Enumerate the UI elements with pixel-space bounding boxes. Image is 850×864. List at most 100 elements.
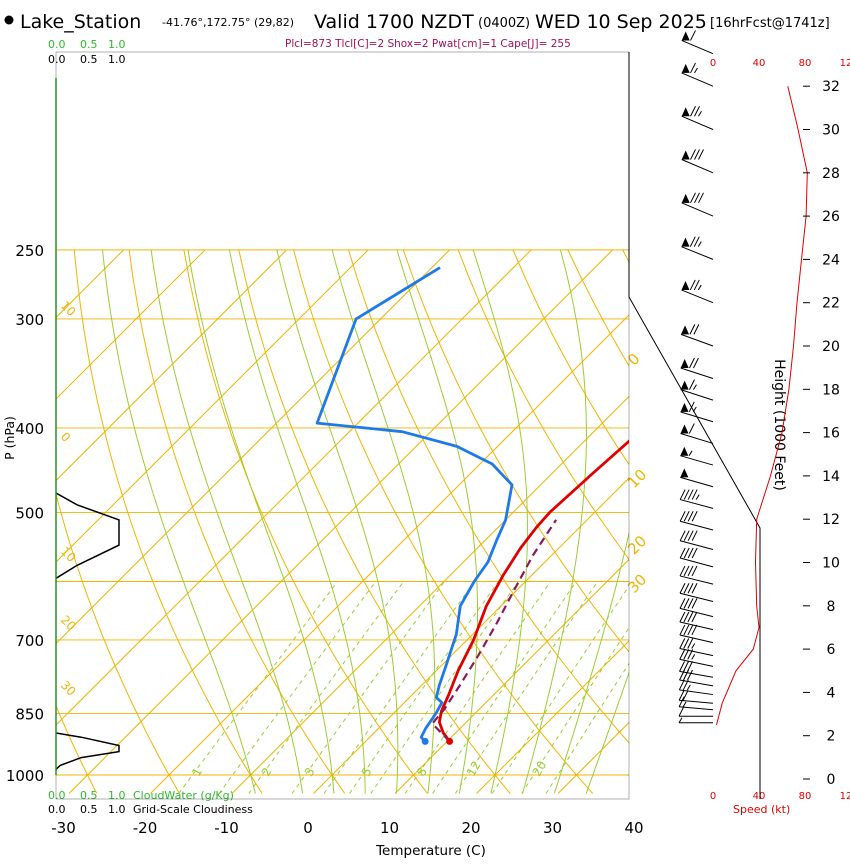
wind-barb-full [693, 279, 700, 291]
wind-barb-half [693, 384, 697, 390]
cloudwater-tick-bottom: 0.0 [48, 789, 66, 802]
dewpoint-surface-point [421, 737, 429, 745]
wind-barb-full [687, 511, 694, 522]
height-tick-label: 0 [827, 772, 836, 788]
wind-barb-full [679, 661, 685, 672]
wind-barb-shaft [681, 202, 714, 217]
isotherm-line [56, 249, 369, 563]
wind-barb-full [679, 638, 686, 649]
wind-barb [678, 690, 714, 704]
wind-barb-half [697, 284, 702, 291]
wind-barb-full [691, 611, 698, 623]
wind-barb [680, 423, 714, 444]
mixing-ratio-line [218, 581, 377, 794]
wind-barb [681, 30, 714, 55]
dry-adiabat-label: 10 [58, 298, 79, 319]
wind-barb-full [691, 598, 698, 609]
moist-adiabat-line [331, 249, 436, 794]
wind-barb-shaft [680, 476, 714, 488]
wind-barb-full [687, 598, 694, 609]
pressure-tick-label: 400 [15, 420, 44, 438]
height-tick-label: 6 [827, 642, 836, 658]
moist-adiabat-line [585, 671, 629, 794]
chart-axes: 01020301001020302503004005007008501000-3… [6, 51, 840, 837]
wind-barb-full [689, 324, 696, 335]
isotherm-line [68, 249, 613, 794]
station-marker-icon [4, 15, 14, 25]
wind-barb-full [691, 624, 698, 636]
dewpoint-line [315, 266, 514, 743]
station-coords: -41.76°,172.75° (29,82) [162, 16, 294, 29]
cloudiness-tick-bottom: 0.0 [48, 803, 66, 816]
temperature-tick-label: -30 [51, 819, 76, 837]
wind-barb-full [679, 530, 686, 541]
wind-barb [679, 489, 714, 509]
wind-barb-shaft [679, 706, 714, 711]
cloudiness-line [55, 492, 120, 579]
wind-barb-full [689, 236, 696, 247]
wind-barb-full [687, 489, 694, 500]
wind-barb-half [694, 67, 698, 74]
wind-barb-full [683, 611, 690, 623]
wind-barb-full [679, 547, 686, 559]
wind-barb [679, 547, 714, 568]
wind-barb [679, 530, 714, 550]
dry-adiabat-line [622, 249, 629, 264]
wind-barb [681, 192, 714, 217]
mixing-ratio-label: 12 [464, 759, 484, 779]
wind-barb-full [693, 357, 699, 369]
wind-barb-full [691, 489, 698, 500]
wind-barb-shaft [679, 689, 714, 696]
pressure-tick-label: 250 [15, 242, 44, 260]
wind-barb-full [690, 105, 696, 117]
speed-tick-top: 12 [840, 58, 850, 69]
wind-barb-full [687, 565, 694, 577]
wind-barb-half [686, 684, 691, 691]
dry-adiabat-line [238, 249, 511, 794]
moist-adiabat-line [150, 249, 304, 794]
wind-barb-full [687, 611, 694, 623]
height-tick-label: 14 [822, 469, 840, 485]
mixing-ratio-label: 1 [189, 765, 205, 779]
wind-barb-shaft [680, 455, 714, 466]
x-axis-title: Temperature (C) [375, 843, 486, 859]
utc-time: (0400Z) [478, 16, 530, 31]
wind-barb-full [679, 611, 686, 623]
wind-barb-shaft [679, 592, 714, 602]
height-tick-label: 8 [827, 599, 836, 615]
isotherm-line [640, 250, 850, 794]
height-axis-title: Height (1000 Feet) [771, 359, 787, 491]
mixing-ratio-line [404, 581, 552, 794]
wind-barb-full [688, 423, 695, 434]
wind-barb-full [679, 511, 686, 522]
isotherm-label: 10 [624, 466, 650, 492]
pressure-tick-label: 1000 [6, 767, 44, 785]
wind-barb [680, 468, 714, 488]
wind-barb [680, 379, 714, 401]
wind-barb [681, 62, 714, 87]
isotherm-line [56, 249, 287, 482]
wind-barb-shaft [679, 648, 714, 657]
pressure-tick-label: 300 [15, 311, 44, 329]
dry-adiabat-line [348, 249, 629, 744]
wind-barb [679, 638, 714, 657]
mixing-ratio-label: 5 [359, 765, 375, 779]
cloudiness-tick-top: 1.0 [108, 53, 126, 66]
wind-barb-full [694, 192, 700, 204]
dry-adiabat-line [787, 250, 850, 794]
wind-barb-full [678, 679, 685, 691]
wind-barb-half [691, 643, 696, 649]
wind-barb-full [683, 511, 690, 522]
pressure-tick-label: 500 [15, 504, 44, 522]
speed-axis-label: Speed (kt) [733, 803, 790, 816]
wind-barb-shaft [679, 607, 714, 618]
temperature-tick-label: 0 [303, 819, 313, 837]
temperature-surface-point [446, 737, 454, 745]
wind-barb-full [687, 661, 693, 672]
wind-barb [678, 696, 714, 711]
stability-indices: Plcl=873 Tlcl[C]=2 Shox=2 Pwat[cm]=1 Cap… [285, 38, 571, 50]
skewt-background-grid: 1 2 3 5 8 12 20 [56, 249, 850, 794]
moist-adiabat-line [187, 249, 335, 794]
dry-adiabat-line [128, 249, 346, 794]
cloudwater-tick-top: 1.0 [108, 38, 126, 51]
